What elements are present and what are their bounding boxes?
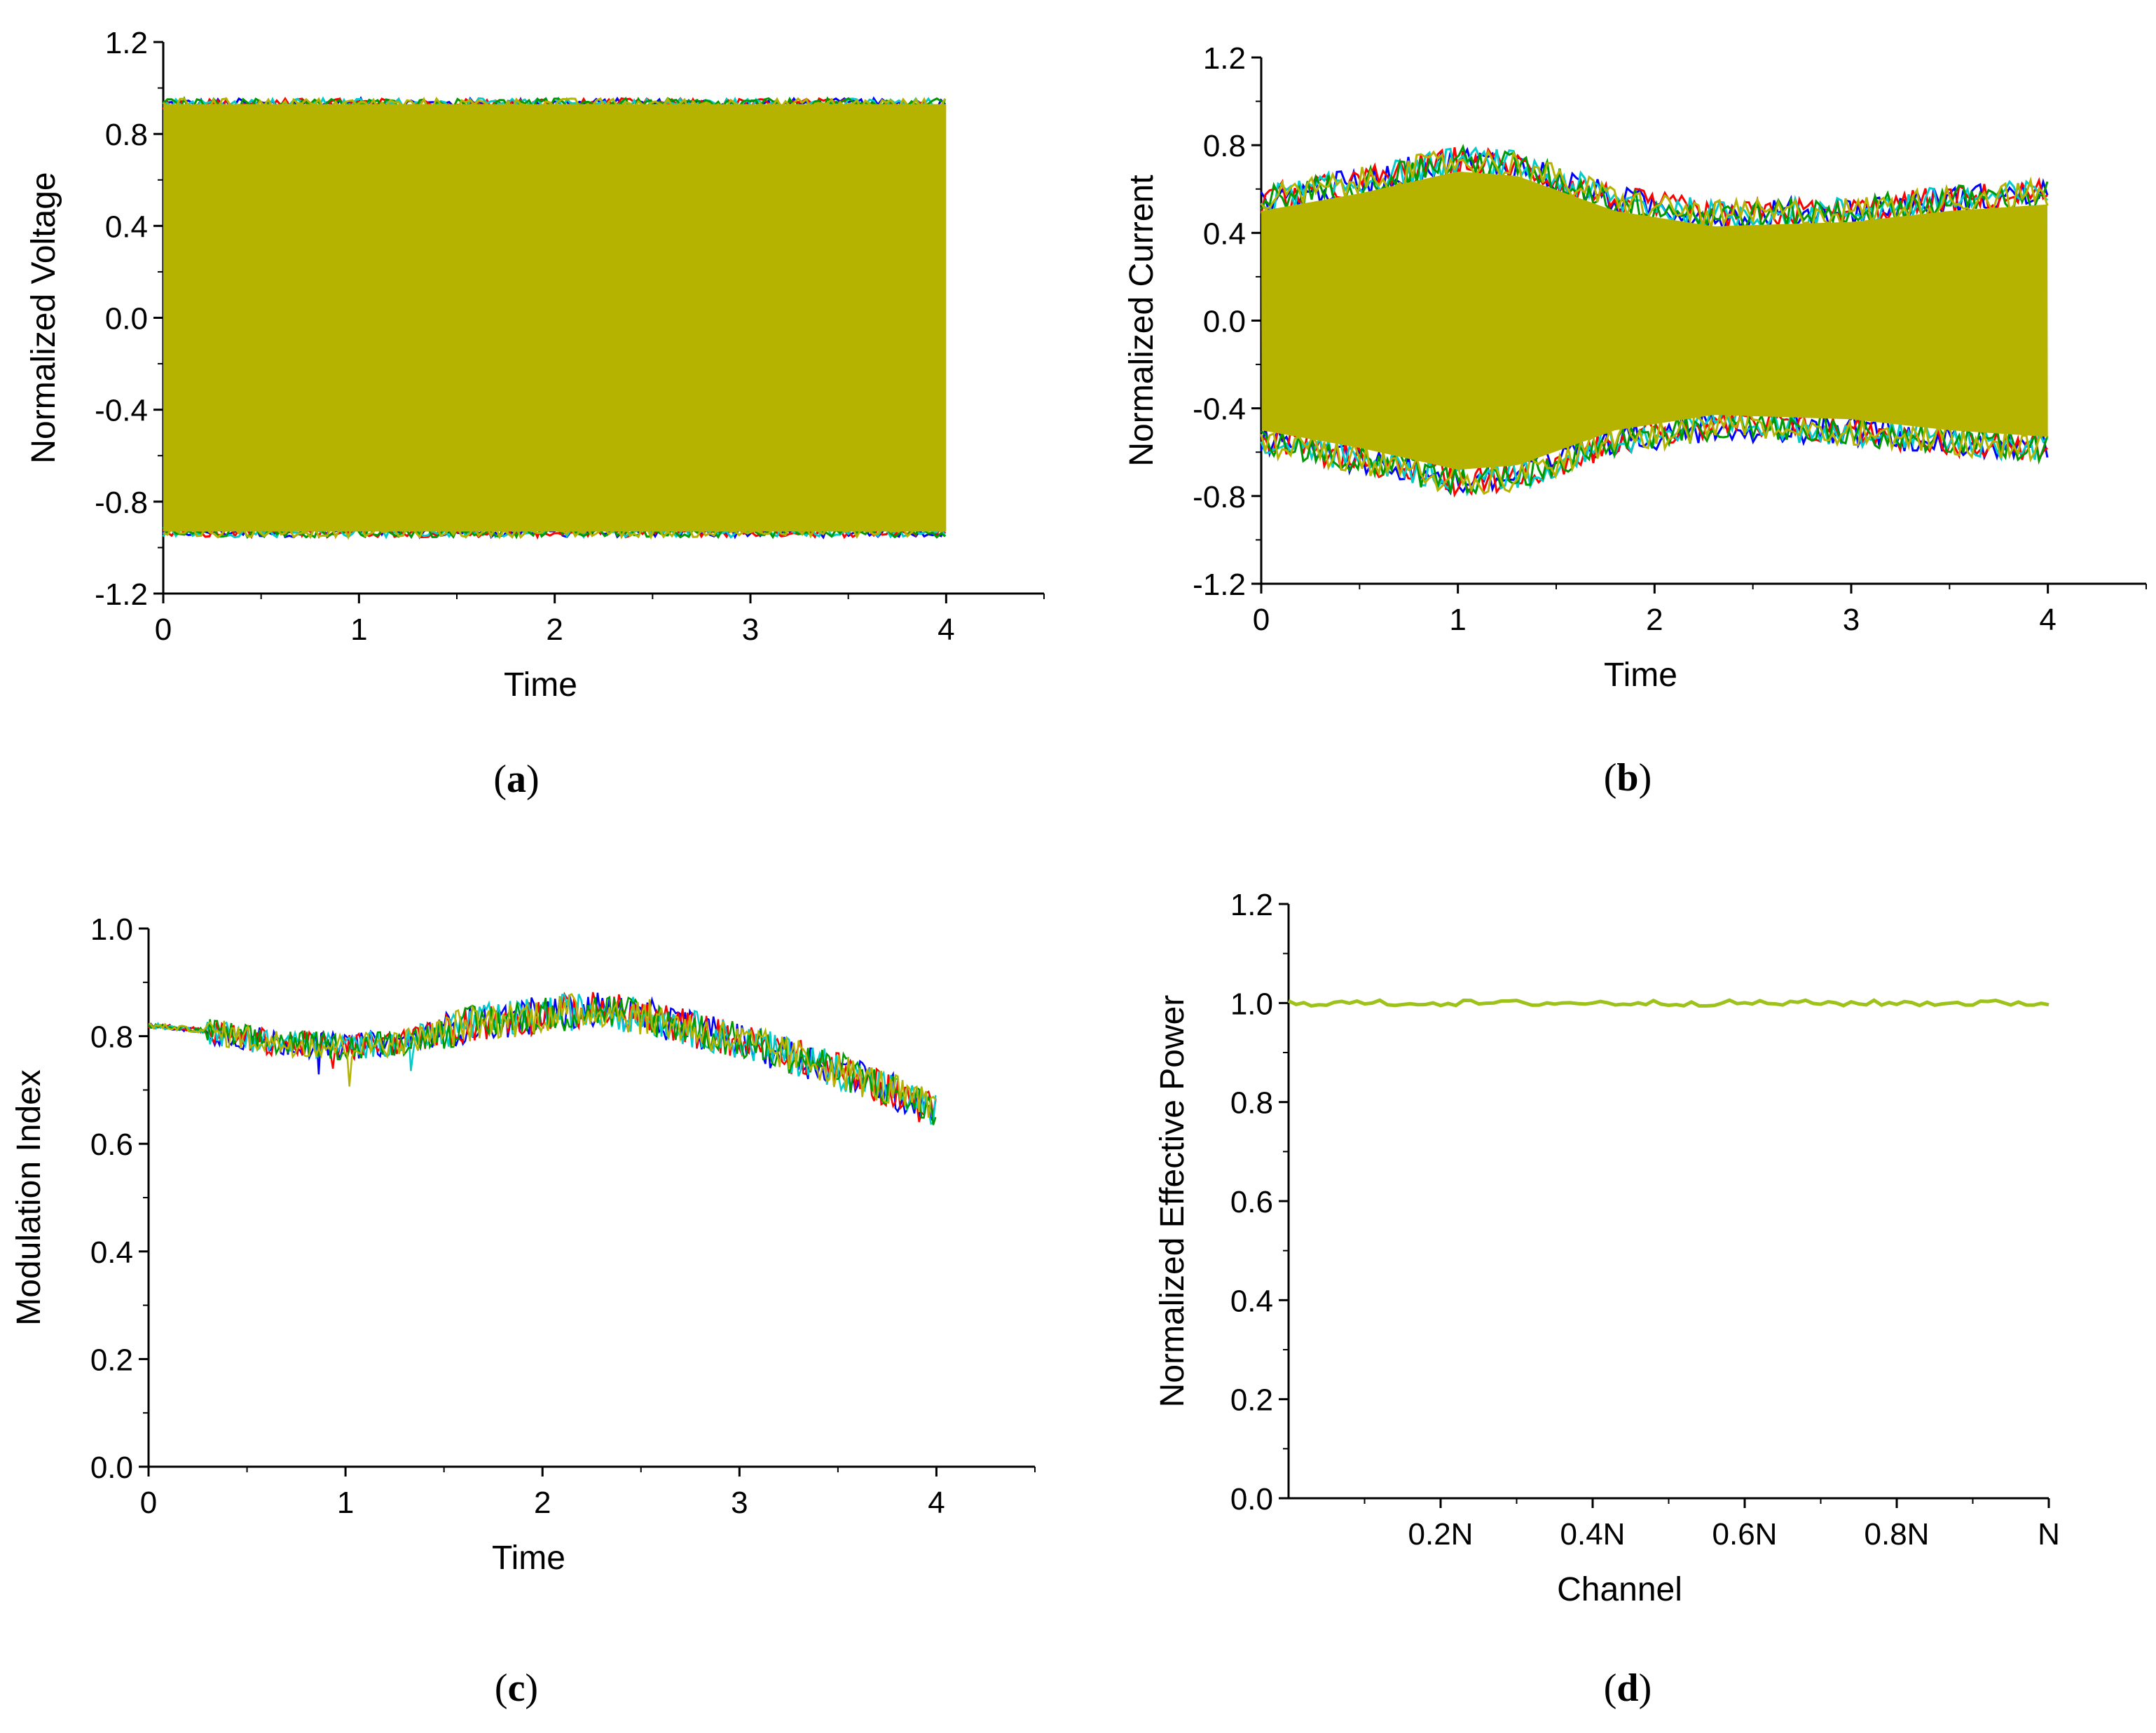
panel-label: (c)	[495, 1666, 538, 1710]
panel-paren-close: )	[1639, 1666, 1652, 1710]
panel-letter: c	[508, 1666, 526, 1710]
series-upper-edge	[162, 96, 946, 111]
y-axis-label: Modulation Index	[11, 1069, 48, 1326]
x-tick-label: 3	[1843, 603, 1860, 637]
x-axis-label: Time	[504, 666, 577, 704]
panel-paren-open: (	[493, 758, 507, 801]
waveform-fill	[1261, 171, 2048, 470]
panel-paren-close: )	[1639, 756, 1652, 800]
y-tick-label: 0.2	[1230, 1383, 1273, 1418]
y-tick-label: 0.6	[90, 1128, 133, 1162]
x-tick-label: 0.4N	[1560, 1517, 1626, 1552]
y-tick-label: 0.8	[105, 118, 148, 152]
y-tick-label: 0.8	[1203, 129, 1246, 163]
y-tick-label: 0.0	[1203, 305, 1246, 339]
y-tick-label: 1.2	[1203, 41, 1246, 76]
y-tick-label: -1.2	[95, 577, 148, 612]
x-axis-label: Time	[1604, 657, 1677, 694]
panel-paren-open: (	[495, 1666, 508, 1710]
panel-paren-open: (	[1604, 1666, 1617, 1710]
x-tick-label: 0.2N	[1408, 1517, 1474, 1552]
panel-paren-close: )	[526, 758, 540, 801]
panel-letter: b	[1616, 756, 1638, 800]
y-tick-label: -1.2	[1193, 568, 1246, 602]
y-tick-label: 0.4	[90, 1235, 133, 1270]
y-tick-label: -0.4	[1193, 392, 1246, 427]
panel-letter: d	[1616, 1666, 1638, 1710]
waveform-fill	[163, 104, 947, 532]
series-lower-edge	[1260, 408, 2049, 495]
y-axis-label: Normalized Voltage	[25, 172, 62, 463]
y-tick-label: 0.4	[105, 210, 148, 244]
chart-b-current: 1.2 0.8 0.4 0.0 -0.4 -0.8 -1.20 1 2 3 4 Time Normali…	[1123, 41, 2147, 800]
y-tick-label: 1.0	[1230, 987, 1273, 1021]
panel-paren-close: )	[525, 1666, 538, 1710]
x-tick-label: 4	[2039, 603, 2056, 637]
y-tick-label: -0.8	[95, 486, 148, 520]
y-tick-label: 0.0	[1230, 1482, 1273, 1516]
chart-c-modulation-index: 1.0 0.8 0.6 0.4 0.2 0.00 1 2 3 4 Time Modulation In…	[11, 912, 1036, 1710]
x-tick-label: 2	[546, 612, 563, 647]
y-tick-label: 0.4	[1203, 217, 1246, 251]
effective-power-line	[1287, 998, 2049, 1008]
y-tick-label: 1.2	[105, 26, 148, 60]
chart-d-effective-power: 1.2 1.0 0.8 0.6 0.4 0.2 0.0 0.2N 0.4N 0.6N 0.8N N Ch…	[1154, 888, 2060, 1710]
y-tick-label: -0.4	[95, 394, 148, 428]
y-tick-label: 0.4	[1230, 1284, 1273, 1318]
panel-letter: a	[507, 758, 526, 801]
y-tick-label: 0.8	[1230, 1086, 1273, 1121]
series-line-green	[148, 995, 937, 1125]
x-axis-label: Channel	[1557, 1571, 1682, 1608]
y-tick-label: 1.0	[90, 912, 133, 947]
x-tick-label: 2	[1646, 603, 1663, 637]
y-tick-label: 0.6	[1230, 1185, 1273, 1219]
x-tick-label: 1	[1449, 603, 1466, 637]
x-axis-label: Time	[492, 1540, 565, 1577]
x-tick-label: 3	[742, 612, 759, 647]
series-line-red	[147, 992, 937, 1123]
panel-label: (a)	[493, 758, 539, 801]
x-tick-label: 4	[938, 612, 954, 647]
y-tick-label: 1.2	[1230, 888, 1273, 922]
y-tick-label: 0.0	[90, 1451, 133, 1485]
x-tick-label: 1	[350, 612, 367, 647]
x-tick-label: 2	[534, 1486, 551, 1520]
x-tick-label: 0	[140, 1486, 157, 1520]
series-lower-edge	[1260, 407, 2048, 497]
series-line-blue	[148, 992, 937, 1123]
x-tick-label: 0	[1253, 603, 1270, 637]
panel-paren-open: (	[1604, 756, 1617, 800]
x-tick-label: 1	[337, 1486, 354, 1520]
y-tick-label: 0.0	[105, 302, 148, 336]
y-tick-label: 0.2	[90, 1343, 133, 1377]
series-upper-edge	[1260, 144, 2049, 232]
y-tick-label: 0.8	[90, 1020, 133, 1055]
x-tick-label: 3	[731, 1486, 748, 1520]
x-tick-label: 0	[155, 612, 172, 647]
y-axis-label: Normalized Current	[1123, 174, 1160, 466]
x-tick-label: 4	[928, 1486, 945, 1520]
y-tick-label: -0.8	[1193, 480, 1246, 514]
y-axis-label: Normalized Effective Power	[1154, 995, 1191, 1408]
series-lower-edge	[1260, 408, 2049, 496]
panel-label: (b)	[1604, 756, 1652, 800]
chart-a-voltage: 1.2 0.8 0.4 0.0 -0.4 -0.8 -1.20 1 2 3 4 Time Normali…	[25, 26, 1045, 801]
x-tick-label: N	[2038, 1517, 2060, 1552]
x-tick-label: 0.8N	[1865, 1517, 1930, 1552]
series-line-olive	[148, 992, 937, 1118]
panel-label: (d)	[1604, 1666, 1652, 1710]
x-tick-label: 0.6N	[1712, 1517, 1778, 1552]
